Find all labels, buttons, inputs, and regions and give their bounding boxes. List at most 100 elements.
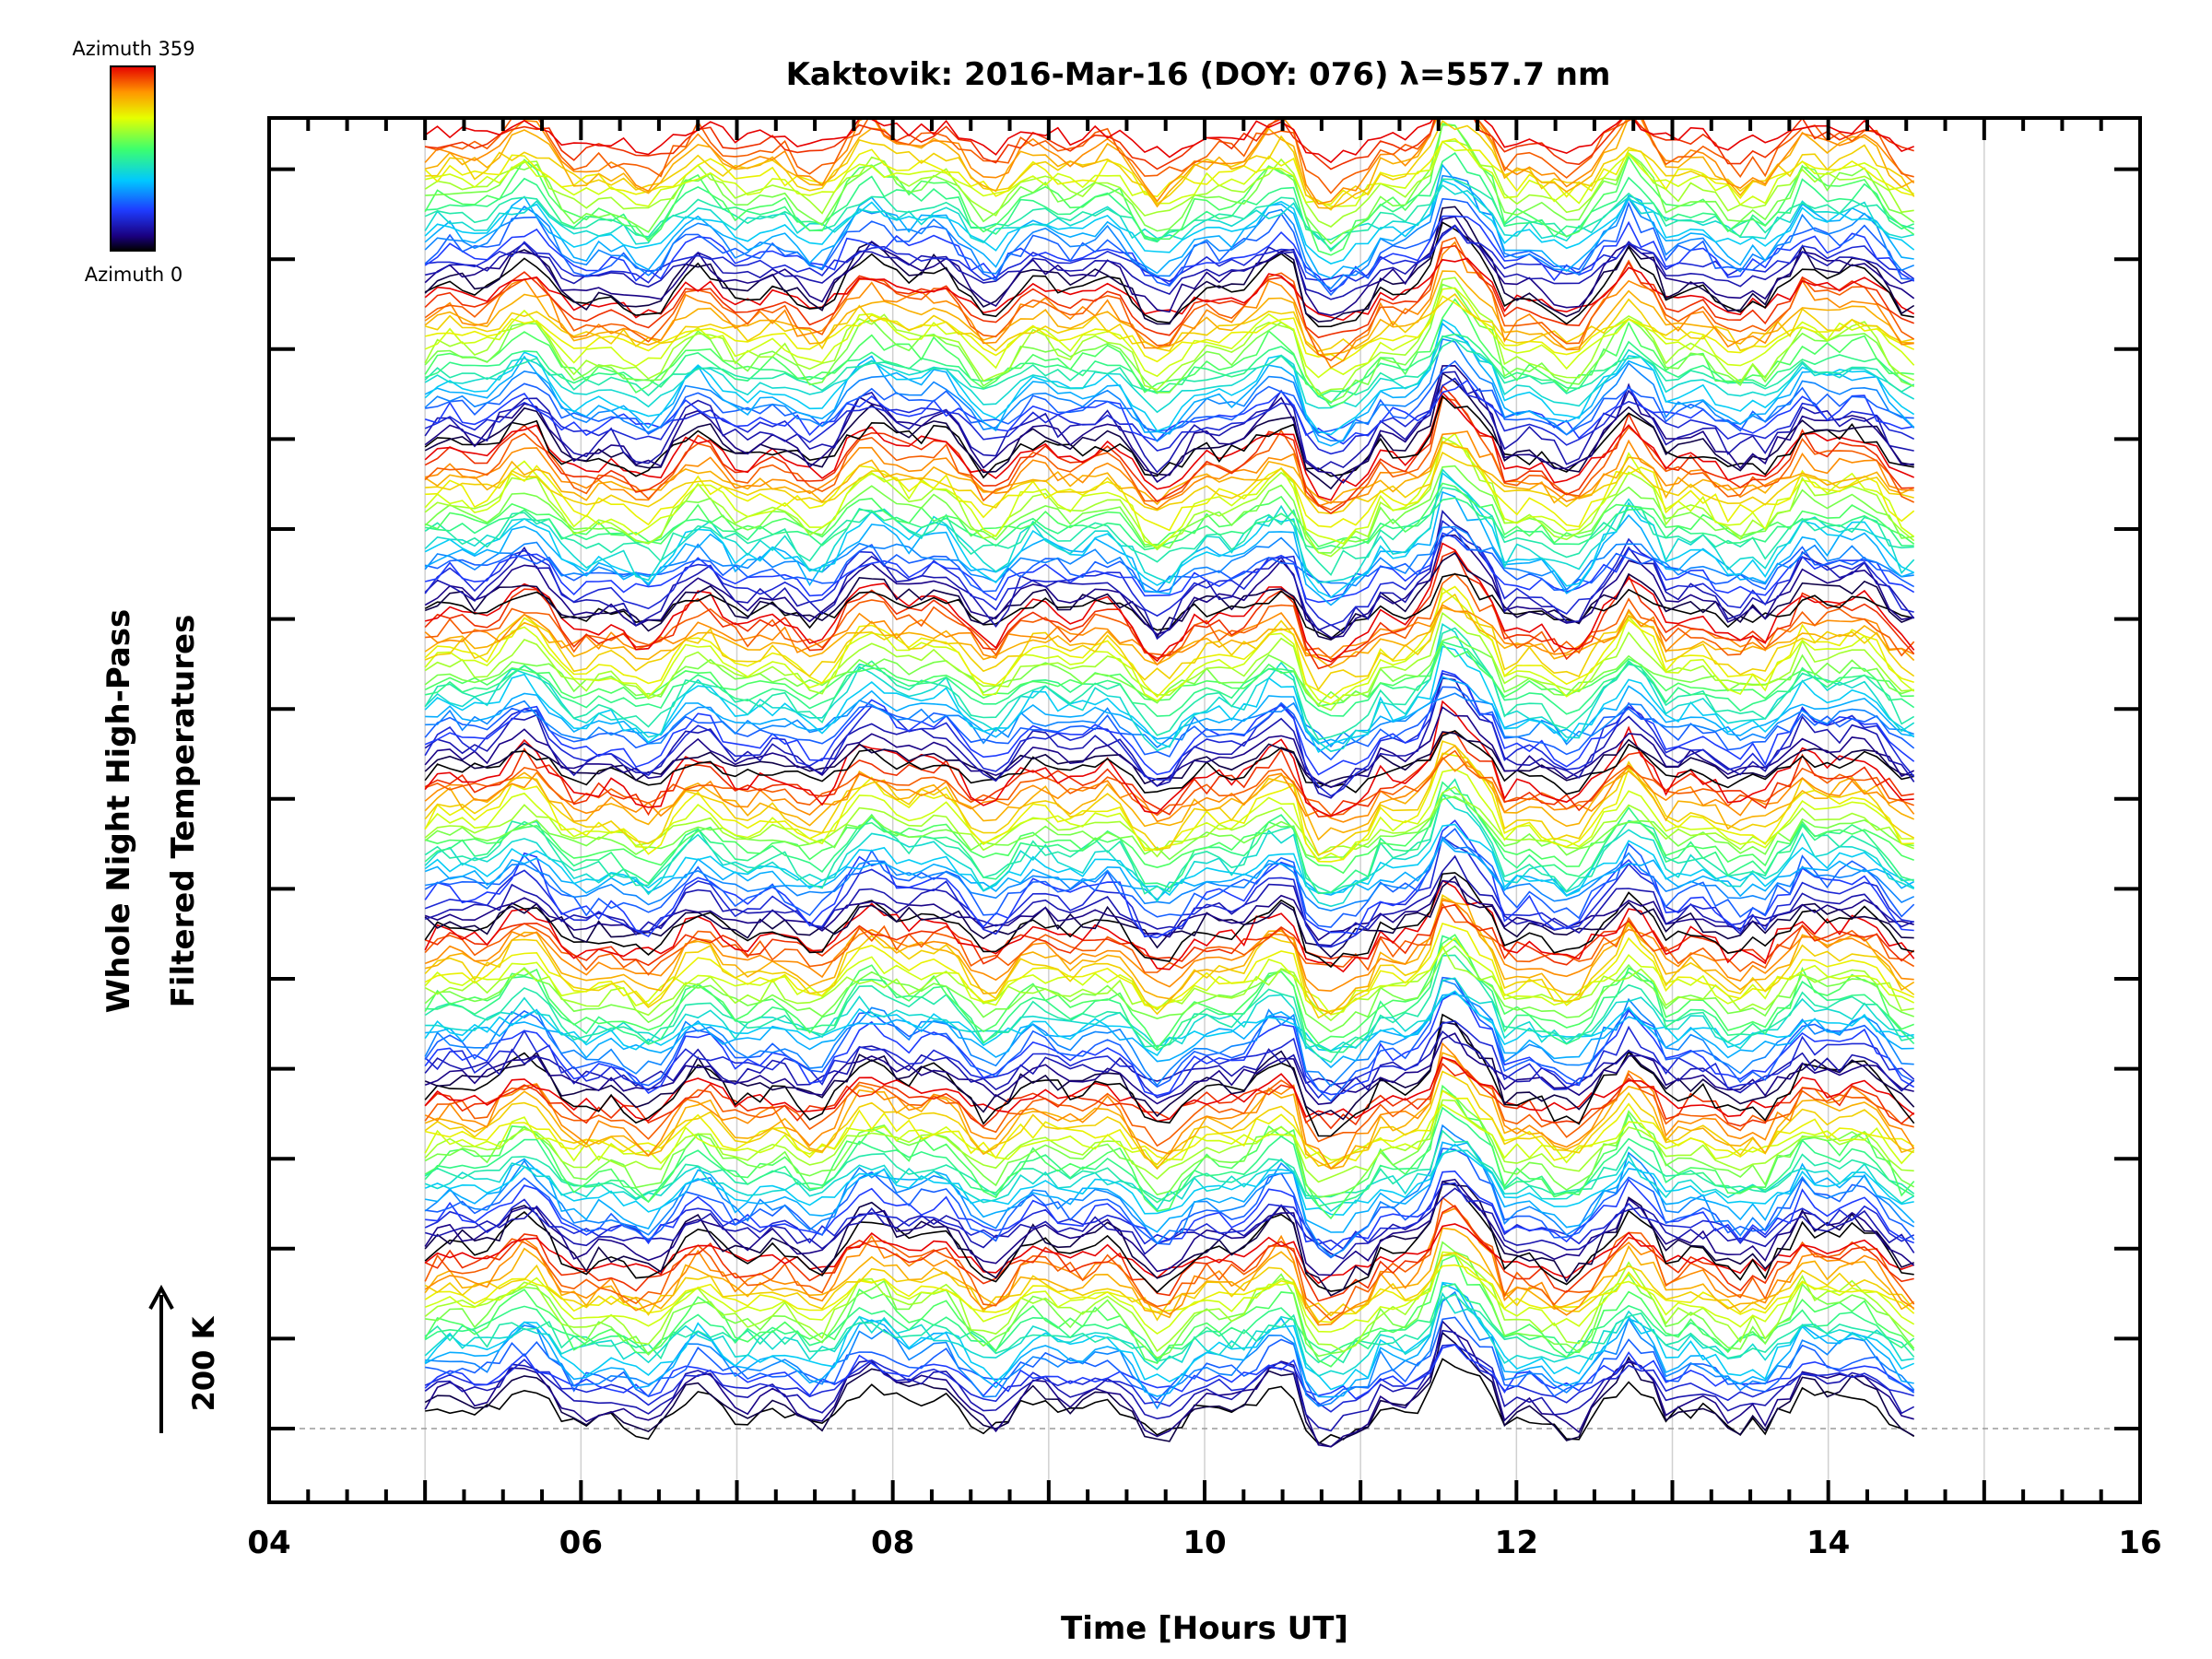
azimuth-trace — [424, 1282, 1914, 1398]
azimuth-trace — [424, 604, 1915, 666]
azimuth-trace — [424, 244, 1914, 339]
azimuth-trace — [425, 1316, 1915, 1406]
scale-bar-label: 200 K — [186, 1315, 221, 1411]
azimuth-trace — [424, 899, 1914, 993]
azimuth-trace — [424, 377, 1915, 455]
azimuth-trace — [424, 441, 1915, 506]
azimuth-trace — [425, 1290, 1915, 1410]
azimuth-trace — [425, 935, 1915, 1053]
azimuth-trace — [425, 1147, 1915, 1259]
azimuth-trace — [424, 819, 1914, 939]
azimuth-trace — [424, 879, 1915, 973]
azimuth-trace — [425, 641, 1915, 717]
azimuth-trace — [424, 118, 1915, 205]
x-axis-label: Time [Hours UT] — [1061, 1610, 1348, 1647]
azimuth-trace — [424, 700, 1914, 818]
y-axis-label-line1: Whole Night High-Pass — [100, 609, 137, 1014]
azimuth-trace — [424, 1331, 1915, 1448]
azimuth-trace — [425, 1089, 1915, 1170]
azimuth-trace — [424, 241, 1914, 369]
azimuth-trace — [424, 1195, 1915, 1322]
azimuth-trace — [424, 174, 1914, 290]
azimuth-trace — [424, 197, 1914, 297]
azimuth-trace — [424, 1344, 1915, 1400]
azimuth-trace — [424, 586, 1915, 705]
x-tick-label: 16 — [2118, 1524, 2161, 1561]
azimuth-trace — [425, 430, 1914, 511]
azimuth-trace — [424, 778, 1914, 895]
x-tick-label: 10 — [1182, 1524, 1226, 1561]
azimuth-trace — [424, 1099, 1914, 1183]
azimuth-trace — [424, 510, 1915, 641]
x-tick-label: 14 — [1806, 1524, 1850, 1561]
azimuth-trace — [424, 1129, 1915, 1203]
azimuth-trace — [424, 1178, 1915, 1277]
azimuth-trace — [424, 215, 1915, 293]
azimuth-trace — [424, 1187, 1915, 1260]
azimuth-trace — [424, 623, 1915, 753]
azimuth-trace — [425, 118, 1915, 209]
azimuth-trace — [425, 124, 1915, 245]
azimuth-trace — [424, 785, 1914, 858]
azimuth-trace — [424, 740, 1915, 856]
azimuth-trace — [424, 276, 1915, 395]
azimuth-trace — [424, 1030, 1915, 1094]
azimuth-trace — [424, 519, 1914, 627]
azimuth-trace — [425, 836, 1915, 912]
azimuth-trace — [424, 1264, 1915, 1324]
azimuth-trace — [424, 525, 1914, 594]
azimuth-trace — [424, 1251, 1915, 1335]
azimuth-trace — [424, 672, 1915, 797]
scale-bar: 200 K — [148, 1284, 221, 1433]
azimuth-trace — [424, 730, 1914, 818]
azimuth-trace — [424, 936, 1915, 1016]
azimuth-trace — [424, 490, 1914, 606]
azimuth-trace — [424, 270, 1914, 356]
azimuth-trace — [424, 706, 1915, 789]
azimuth-trace — [424, 854, 1915, 947]
azimuth-trace — [424, 283, 1914, 404]
azimuth-trace — [424, 1182, 1914, 1294]
azimuth-colorbar: Azimuth 359 Azimuth 0 — [72, 38, 194, 286]
azimuth-trace — [424, 1143, 1914, 1217]
azimuth-trace — [424, 729, 1914, 795]
azimuth-trace — [424, 627, 1915, 741]
azimuth-trace — [424, 1103, 1915, 1169]
azimuth-trace — [424, 549, 1915, 670]
azimuth-trace — [424, 902, 1915, 976]
azimuth-trace — [424, 641, 1914, 707]
azimuth-trace — [425, 295, 1915, 363]
azimuth-trace — [424, 482, 1915, 548]
azimuth-trace — [424, 236, 1915, 361]
scale-arrow-head — [148, 1284, 174, 1310]
azimuth-trace — [424, 1344, 1914, 1413]
azimuth-trace — [425, 497, 1914, 551]
azimuth-trace — [425, 977, 1915, 1053]
azimuth-trace — [424, 216, 1915, 317]
x-tick-label: 08 — [871, 1524, 914, 1561]
azimuth-trace — [425, 120, 1915, 211]
azimuth-trace — [424, 318, 1915, 436]
azimuth-trace — [425, 118, 1914, 171]
azimuth-trace — [424, 471, 1915, 599]
azimuth-trace — [424, 1283, 1915, 1361]
azimuth-trace — [424, 669, 1915, 776]
azimuth-trace — [424, 335, 1915, 414]
azimuth-trace — [424, 894, 1915, 1019]
azimuth-trace — [424, 394, 1914, 479]
azimuth-trace — [424, 677, 1915, 799]
azimuth-trace — [424, 872, 1914, 969]
azimuth-trace — [425, 527, 1915, 599]
azimuth-trace — [424, 828, 1915, 928]
azimuth-trace — [424, 179, 1915, 265]
azimuth-trace — [424, 552, 1914, 641]
azimuth-trace — [425, 140, 1915, 207]
x-tick-label: 12 — [1495, 1524, 1538, 1561]
azimuth-trace — [424, 793, 1915, 908]
azimuth-trace — [425, 359, 1914, 436]
azimuth-trace — [424, 337, 1915, 442]
azimuth-trace — [424, 118, 1914, 164]
azimuth-trace — [425, 993, 1914, 1069]
azimuth-trace — [424, 749, 1914, 817]
azimuth-trace — [424, 1320, 1914, 1448]
